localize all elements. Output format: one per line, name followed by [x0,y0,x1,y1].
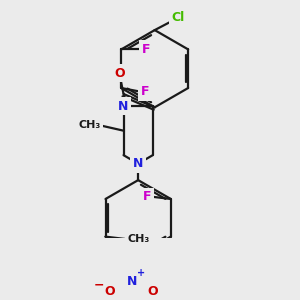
Text: O: O [105,285,115,298]
Text: O: O [115,67,125,80]
Text: F: F [143,190,152,203]
Text: N: N [118,100,129,113]
Text: Cl: Cl [172,11,185,24]
Text: O: O [147,285,158,298]
Text: CH₃: CH₃ [127,234,149,244]
Text: CH₃: CH₃ [79,120,101,130]
Text: +: + [137,268,145,278]
Text: F: F [141,85,149,98]
Text: N: N [133,157,143,170]
Text: −: − [93,278,104,291]
Text: F: F [142,43,151,56]
Text: N: N [127,275,138,288]
